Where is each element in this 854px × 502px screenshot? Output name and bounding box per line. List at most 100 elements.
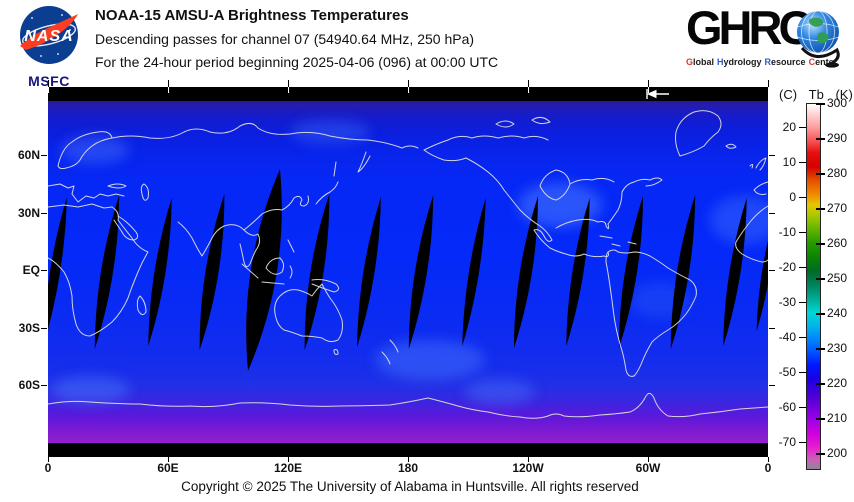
ghrc-caption: Global Hydrology Resource Center <box>686 57 840 67</box>
lon-tick-top <box>408 80 409 87</box>
lat-tick-right <box>769 328 775 329</box>
lon-tick-bottom <box>288 457 289 462</box>
lon-tick-label: 60W <box>635 461 661 475</box>
orbit-gap <box>513 195 539 349</box>
nasa-logo-text: NASA <box>24 28 73 45</box>
colorbar-celsius-tick <box>799 231 806 234</box>
colorbar-kelvin-label: 280 <box>827 166 848 180</box>
colorbar-kelvin-label: 200 <box>827 446 848 460</box>
lat-tick-right <box>769 270 775 271</box>
colorbar-celsius-tick <box>799 336 806 339</box>
orbit-gap-swaths <box>43 169 776 371</box>
colorbar-kelvin-label: 210 <box>827 411 848 425</box>
nasa-meatball-logo: NASA <box>20 6 78 64</box>
north-polar-nodata-strip <box>48 87 768 101</box>
orbit-gap <box>357 196 381 348</box>
lon-tick-bottom <box>48 457 49 462</box>
lat-tick-left <box>41 328 47 329</box>
colorbar-unit-celsius: (C) <box>779 87 798 102</box>
colorbar-kelvin-label: 290 <box>827 131 848 145</box>
lat-tick-label: 60S <box>18 378 40 392</box>
temperature-field <box>48 87 768 457</box>
lon-tick-label: 180 <box>397 461 419 475</box>
nasa-red-swoosh <box>20 14 78 50</box>
lon-tick-top-inner <box>768 87 769 93</box>
page-subtitle-channel: Descending passes for channel 07 (54940.… <box>95 31 475 47</box>
brightness-temperature-map <box>43 87 780 457</box>
colorbar <box>806 103 821 470</box>
orbit-gap <box>670 194 696 350</box>
orbit-gap <box>148 197 172 347</box>
lon-tick-label: 120E <box>273 461 303 475</box>
map-canvas <box>43 87 780 457</box>
copyright-text: Copyright © 2025 The University of Alaba… <box>181 479 639 494</box>
orbit-gap <box>408 194 434 350</box>
colorbar-celsius-tick <box>799 161 806 164</box>
lon-tick-top <box>168 80 169 87</box>
ghrc-caption-word: Hydrology <box>717 57 762 67</box>
lon-tick-top <box>648 80 649 87</box>
lat-tick-left <box>41 270 47 271</box>
colorbar-celsius-label: -50 <box>778 364 796 379</box>
lat-tick-label: EQ <box>22 263 40 277</box>
colorbar-celsius-tick <box>799 441 806 444</box>
south-polar-nodata-strip <box>48 443 768 457</box>
colorbar-celsius-tick <box>799 126 806 129</box>
globe-stand <box>800 46 840 65</box>
lat-tick-right <box>769 155 775 156</box>
lat-tick-label: 60N <box>17 148 40 162</box>
colorbar-celsius-tick <box>799 301 806 304</box>
colorbar-celsius-tick <box>799 371 806 374</box>
lon-tick-bottom <box>168 457 169 462</box>
colorbar-celsius-label: -60 <box>778 399 796 414</box>
lon-tick-label: 60E <box>157 461 179 475</box>
lon-tick-bottom <box>408 457 409 462</box>
ghrc-globe-icon <box>797 10 840 68</box>
orbit-gap <box>246 169 282 371</box>
ghrc-caption-word: Global <box>686 57 715 67</box>
orbit-gap <box>94 194 120 350</box>
lat-tick-right <box>769 385 775 386</box>
colorbar-celsius-label: -10 <box>778 224 796 239</box>
lon-tick-label: 120W <box>512 461 544 475</box>
lon-tick-label: 0 <box>764 461 772 475</box>
ghrc-logo-text: GHRC <box>686 1 812 54</box>
nasa-logo-block: NASA MSFC <box>10 4 88 89</box>
colorbar-kelvin-label: 230 <box>827 341 848 355</box>
orbit-gap <box>199 193 225 351</box>
colorbar-kelvin-label: 220 <box>827 376 848 390</box>
lat-tick-left <box>41 385 47 386</box>
lat-tick-left <box>41 213 47 214</box>
lon-tick-label: 0 <box>44 461 52 475</box>
lon-tick-bottom <box>768 457 769 462</box>
colorbar-kelvin-label: 260 <box>827 236 848 250</box>
lon-tick-bottom <box>528 457 529 462</box>
colorbar-celsius-label: 10 <box>782 154 796 169</box>
lat-tick-right <box>769 213 775 214</box>
globe-stand-base <box>825 62 839 68</box>
orbit-gap <box>462 197 486 347</box>
title-block: NOAA-15 AMSU-A Brightness Temperatures D… <box>95 8 498 69</box>
colorbar-celsius-label: 0 <box>789 189 796 204</box>
colorbar-quantity-label: Tb <box>808 87 824 102</box>
lat-tick-label: 30N <box>17 206 40 220</box>
colorbar-celsius-tick <box>799 196 806 199</box>
ghrc-logo-block: GHRC Global Hydrology Resource Center <box>684 1 852 78</box>
ghrc-caption-word: Resource <box>764 57 806 67</box>
colorbar-kelvin-label: 250 <box>827 271 848 285</box>
globe-continents <box>809 17 829 44</box>
orbit-gap <box>304 193 330 351</box>
pass-direction-arrow-icon <box>646 89 669 99</box>
colorbar-celsius-label: -30 <box>778 294 796 309</box>
ghrc-caption-word: Center <box>808 57 838 67</box>
coastlines <box>47 110 769 419</box>
colorbar-celsius-tick <box>799 406 806 409</box>
orbit-gap <box>43 196 67 348</box>
colorbar-celsius-tick <box>799 266 806 269</box>
page-subtitle-period: For the 24-hour period beginning 2025-04… <box>95 54 499 70</box>
orbit-gap <box>566 197 590 347</box>
warm-patches <box>50 120 780 405</box>
lon-tick-bottom <box>648 457 649 462</box>
colorbar-kelvin-label: 270 <box>827 201 848 215</box>
